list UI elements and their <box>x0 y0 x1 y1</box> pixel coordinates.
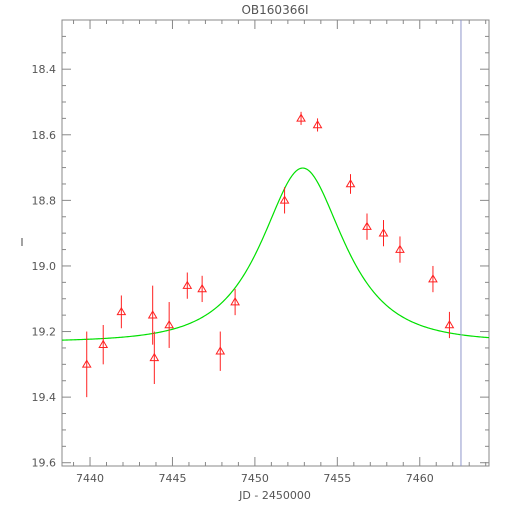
data-point <box>215 346 226 355</box>
y-tick-label: 18.6 <box>32 129 57 142</box>
y-tick-label: 19.2 <box>32 326 57 339</box>
model-curve <box>61 167 490 341</box>
x-tick-label: 7450 <box>241 472 269 485</box>
y-tick-label: 19.6 <box>32 457 57 470</box>
data-point <box>230 297 240 306</box>
data-point <box>98 339 109 348</box>
data-point <box>279 195 290 204</box>
x-axis-title: JD - 2450000 <box>238 489 311 502</box>
y-tick-label: 19.0 <box>32 260 57 273</box>
data-point <box>197 283 208 293</box>
axis-tick-labels: 7440 7445 7450 7455 7460 18.4 18.6 18.8 19.0 19.2… <box>32 63 434 485</box>
data-point <box>81 359 92 368</box>
axis-ticks <box>62 20 489 466</box>
data-point <box>312 119 323 129</box>
data-point <box>182 280 193 289</box>
data-point <box>444 319 455 329</box>
data-point <box>362 221 372 230</box>
points-layer <box>81 111 455 398</box>
data-point <box>116 306 127 316</box>
data-point <box>147 310 158 319</box>
plot-frame <box>61 19 490 467</box>
chart-title: OB160366I <box>241 3 308 17</box>
y-tick-label: 19.4 <box>32 391 57 404</box>
data-point <box>345 178 356 188</box>
data-point <box>164 319 175 329</box>
data-point <box>149 352 160 362</box>
data-point <box>378 228 389 237</box>
data-point <box>428 274 438 283</box>
x-tick-label: 7455 <box>323 472 351 485</box>
model-layer <box>61 167 490 341</box>
data-point <box>296 113 306 122</box>
x-tick-label: 7460 <box>406 472 434 485</box>
y-axis-title: I <box>20 236 23 249</box>
y-tick-label: 18.8 <box>32 194 57 207</box>
x-tick-label: 7440 <box>76 472 104 485</box>
data-point <box>395 244 405 253</box>
x-tick-label: 7445 <box>158 472 186 485</box>
y-tick-label: 18.4 <box>32 63 57 76</box>
plot-area <box>61 19 490 467</box>
